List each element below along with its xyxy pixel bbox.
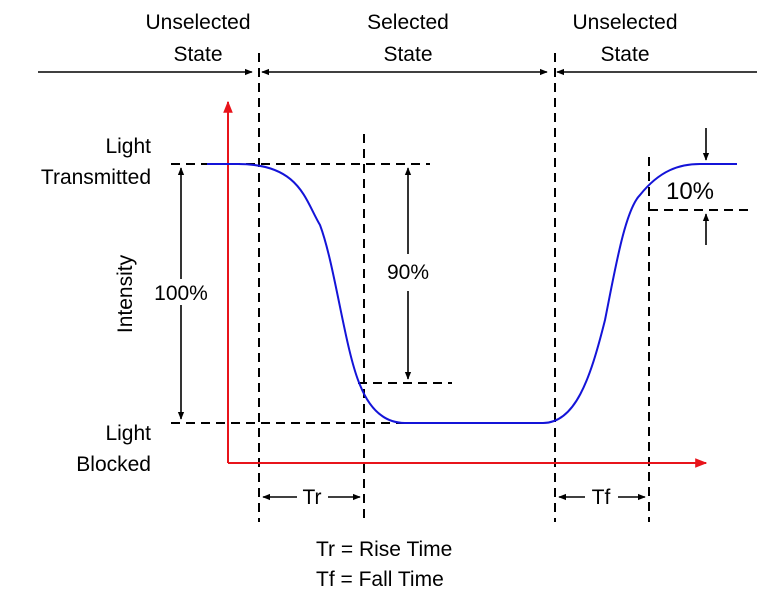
full-swing-label-bg bbox=[147, 279, 215, 305]
axes bbox=[223, 100, 708, 468]
level-label-light-blocked-line1: Light bbox=[105, 422, 151, 445]
state-label-unselected-right-line2: State bbox=[600, 43, 649, 66]
state-label-unselected-right-line1: Unselected bbox=[572, 11, 677, 34]
legend-fall-time: Tf = Fall Time bbox=[316, 568, 444, 591]
state-label-selected-line2: State bbox=[383, 43, 432, 66]
tf-label: Tf bbox=[592, 486, 611, 509]
state-label-selected-line1: Selected bbox=[367, 11, 449, 34]
time-boundaries bbox=[258, 53, 650, 522]
full-swing-label: 100% bbox=[154, 282, 208, 305]
tr-label: Tr bbox=[302, 486, 321, 509]
level-label-light-transmitted-line1: Light bbox=[105, 135, 151, 158]
y-axis-label: Intensity bbox=[114, 254, 137, 333]
ninety-label: 90% bbox=[387, 261, 429, 284]
intensity-curve bbox=[207, 163, 737, 424]
level-lines bbox=[171, 163, 748, 424]
level-label-light-transmitted-line2: Transmitted bbox=[41, 166, 151, 189]
state-label-unselected-left-line2: State bbox=[173, 43, 222, 66]
legend-rise-time: Tr = Rise Time bbox=[316, 538, 452, 561]
state-label-unselected-left-line1: Unselected bbox=[145, 11, 250, 34]
ten-label: 10% bbox=[666, 178, 714, 205]
level-label-light-blocked-line2: Blocked bbox=[76, 453, 151, 476]
